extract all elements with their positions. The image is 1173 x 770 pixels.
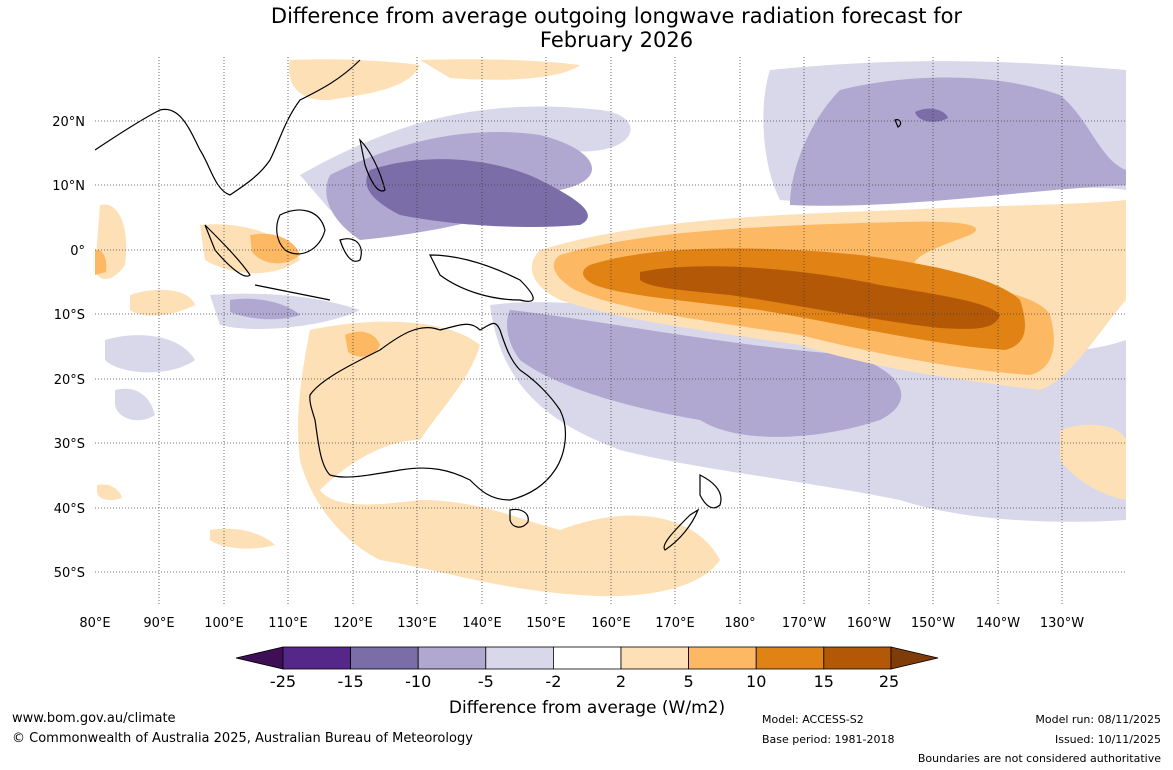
lon-label: 80°E	[79, 616, 110, 631]
colorbar-tick: -15	[338, 672, 364, 691]
colorbar-tick: 10	[746, 672, 766, 691]
colorbar-segment	[823, 646, 892, 670]
lat-label: 30°S	[54, 437, 85, 452]
colorbar-segment	[485, 646, 554, 670]
lat-label: 0°	[70, 244, 85, 259]
model-run: Model run: 08/11/2025	[1035, 713, 1161, 726]
lon-label: 120°E	[333, 616, 373, 631]
lat-label: 20°S	[54, 373, 85, 388]
asia-coast	[95, 59, 361, 196]
new-guinea-coast	[429, 254, 534, 302]
colorbar-segment	[350, 646, 419, 670]
model-name: Model: ACCESS-S2	[762, 713, 864, 726]
hawaii-coast	[894, 119, 902, 128]
colorbar-segment	[755, 646, 825, 670]
lon-label: 130°W	[1040, 616, 1084, 631]
borneo-coast	[276, 209, 326, 255]
longitude-labels: 80°E 90°E 100°E 110°E 120°E 130°E 140°E …	[79, 616, 1084, 631]
lat-label: 40°S	[54, 502, 85, 517]
boundary-disclaimer: Boundaries are not considered authoritat…	[917, 752, 1161, 765]
sumatra-coast	[204, 224, 251, 277]
colorbar-tick: 25	[879, 672, 899, 691]
java-coast	[254, 284, 331, 301]
issued-date: Issued: 10/11/2025	[1054, 733, 1161, 746]
lon-label: 140°E	[462, 616, 502, 631]
lat-label: 20°N	[52, 115, 85, 130]
new-zealand-coast	[663, 474, 722, 551]
lat-label: 10°S	[54, 308, 85, 323]
footer-url: www.bom.gov.au/climate	[12, 711, 176, 726]
title-line-1: Difference from average outgoing longwav…	[270, 4, 963, 28]
colorbar-segment	[620, 646, 689, 670]
colorbar-tick: -25	[270, 672, 296, 691]
australia-coast	[309, 322, 566, 501]
lon-label: 90°E	[143, 616, 174, 631]
colorbar	[235, 646, 939, 670]
colorbar-tick: 2	[616, 672, 626, 691]
lon-label: 180°	[724, 616, 755, 631]
colorbar-segment	[417, 646, 487, 670]
colorbar-tick: 5	[684, 672, 694, 691]
colorbar-segment	[282, 646, 351, 670]
colorbar-segment	[688, 646, 757, 670]
latitude-labels: 20°N 10°N 0° 10°S 20°S 30°S 40°S 50°S	[52, 115, 85, 581]
lon-label: 140°W	[976, 616, 1020, 631]
base-period: Base period: 1981-2018	[762, 733, 895, 746]
lon-label: 160°E	[591, 616, 631, 631]
colorbar-tick: -10	[405, 672, 431, 691]
lon-label: 150°E	[526, 616, 566, 631]
sulawesi-coast	[339, 238, 362, 262]
lon-label: 170°E	[655, 616, 695, 631]
anomaly-shading	[95, 59, 1126, 597]
colorbar-high-extension	[890, 646, 939, 670]
lon-label: 100°E	[204, 616, 244, 631]
lon-label: 130°E	[397, 616, 437, 631]
colorbar-ticks: -25 -15 -10 -5 -2 2 5 10 15 25	[270, 672, 899, 691]
lon-label: 170°W	[782, 616, 826, 631]
colorbar-segment	[553, 646, 622, 670]
shading-brown	[640, 266, 1000, 329]
philippines-coast	[359, 138, 386, 192]
lat-label: 50°S	[54, 566, 85, 581]
lon-label: 150°W	[911, 616, 955, 631]
coastlines	[95, 59, 902, 551]
colorbar-low-extension	[235, 646, 284, 670]
colorbar-title: Difference from average (W/m2)	[449, 698, 725, 718]
footer-copyright: © Commonwealth of Australia 2025, Austra…	[12, 731, 473, 746]
lat-label: 10°N	[52, 179, 85, 194]
shading-dark-purple	[366, 108, 948, 227]
colorbar-tick: -2	[545, 672, 561, 691]
lon-label: 110°E	[268, 616, 308, 631]
colorbar-tick: -5	[478, 672, 494, 691]
lon-label: 160°W	[847, 616, 891, 631]
colorbar-tick: 15	[814, 672, 834, 691]
title-line-2: February 2026	[539, 28, 694, 52]
tasmania-coast	[509, 508, 529, 528]
graticule	[95, 57, 1126, 605]
